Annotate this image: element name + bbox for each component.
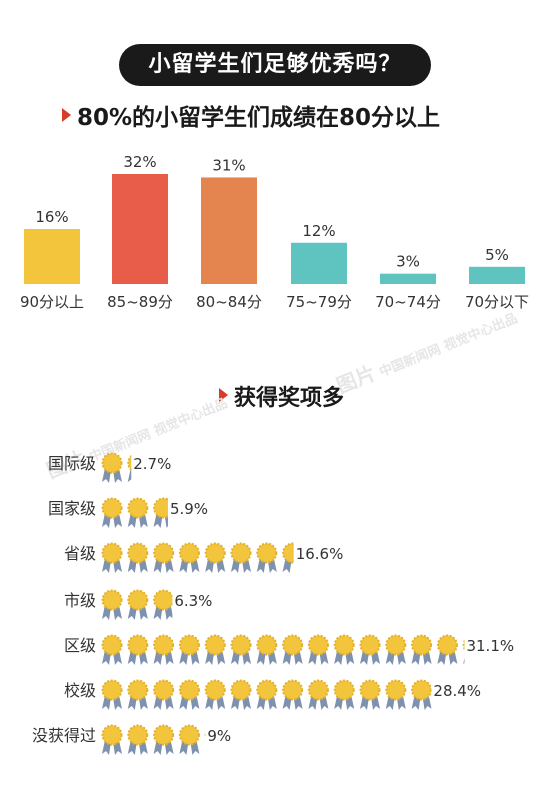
medal-icon	[101, 679, 123, 710]
medal-icon	[204, 634, 226, 665]
bar	[24, 229, 80, 284]
category-label: 70分以下	[465, 293, 529, 311]
medal-icon	[411, 634, 433, 665]
award-value-label: 6.3%	[174, 592, 212, 610]
bar-value-label: 16%	[35, 208, 68, 226]
bar-value-label: 31%	[212, 156, 245, 174]
medal-icon	[385, 679, 407, 710]
bar-value-label: 32%	[123, 153, 156, 171]
medal-icon	[127, 724, 149, 755]
medal-icon	[101, 452, 123, 483]
medal-icon	[127, 542, 149, 573]
medal-icon	[385, 634, 407, 665]
medal-icon	[127, 497, 149, 528]
medal-icon	[178, 679, 200, 710]
medal-icon	[256, 634, 278, 665]
medal-icon	[204, 542, 226, 573]
medal-icon	[230, 542, 252, 573]
medal-icon	[411, 679, 432, 710]
medal-icon	[101, 724, 123, 755]
bar-value-label: 3%	[396, 253, 420, 271]
category-label: 75~79分	[286, 293, 352, 311]
medal-icon	[256, 679, 278, 710]
award-category-label: 区级	[64, 636, 96, 655]
award-category-label: 国际级	[48, 454, 96, 473]
award-category-label: 国家级	[48, 499, 96, 518]
medal-icon	[307, 679, 329, 710]
award-category-label: 校级	[64, 681, 96, 700]
award-value-label: 16.6%	[296, 545, 344, 563]
page-title: 小留学生们足够优秀吗？	[119, 44, 431, 86]
medal-icon	[101, 497, 123, 528]
medal-icon	[282, 679, 304, 710]
award-value-label: 9%	[207, 727, 231, 745]
medal-icon	[153, 724, 175, 755]
medal-icon	[153, 497, 168, 528]
award-value-label: 28.4%	[433, 682, 481, 700]
awards-chart-title: 获得奖项多	[234, 386, 345, 411]
bar	[291, 242, 347, 284]
award-value-label: 2.7%	[133, 455, 171, 473]
bar	[112, 174, 168, 284]
medal-icon	[230, 679, 252, 710]
medal-icon	[462, 639, 465, 664]
medal-icon	[127, 454, 132, 482]
medal-icon	[101, 542, 123, 573]
medal-icon	[307, 634, 329, 665]
medal-icon	[282, 542, 294, 573]
medal-icon	[101, 634, 123, 665]
awards-chart-heading: 获得奖项多	[219, 380, 344, 412]
medal-icon	[359, 679, 381, 710]
category-label: 80~84分	[196, 293, 262, 311]
medal-icon	[230, 634, 252, 665]
bar-value-label: 12%	[302, 222, 335, 240]
bar	[201, 177, 257, 284]
medal-icon	[333, 634, 355, 665]
medal-icon	[178, 542, 200, 573]
medal-icon	[333, 679, 355, 710]
medal-icon	[359, 634, 381, 665]
category-label: 85~89分	[107, 293, 173, 311]
award-category-label: 省级	[64, 544, 96, 563]
award-category-label: 没获得过	[32, 726, 96, 745]
bar	[469, 266, 525, 284]
medal-icon	[127, 679, 149, 710]
medal-icon	[153, 542, 175, 573]
award-category-label: 市级	[64, 591, 96, 610]
award-value-label: 31.1%	[466, 637, 514, 655]
scores-chart-title: 80%的小留学生们成绩在80分以上	[77, 105, 441, 131]
medal-icon	[127, 589, 149, 620]
triangle-icon	[62, 108, 71, 122]
medal-icon	[204, 679, 226, 710]
medal-icon	[436, 634, 458, 665]
medal-icon	[153, 589, 173, 620]
medal-icon	[282, 634, 304, 665]
triangle-icon	[219, 388, 228, 402]
medal-icon	[178, 634, 200, 665]
category-label: 90分以上	[20, 293, 84, 311]
medal-icon	[153, 634, 175, 665]
medal-icon	[204, 731, 206, 754]
category-label: 70~74分	[375, 293, 441, 311]
bar	[380, 273, 436, 284]
award-value-label: 5.9%	[170, 500, 208, 518]
medal-icon	[101, 589, 123, 620]
medal-icon	[153, 679, 175, 710]
medal-icon	[127, 634, 149, 665]
medal-icon	[256, 542, 278, 573]
bar-value-label: 5%	[485, 246, 509, 264]
scores-chart-heading: 80%的小留学生们成绩在80分以上	[62, 98, 440, 132]
medal-icon	[178, 724, 200, 755]
